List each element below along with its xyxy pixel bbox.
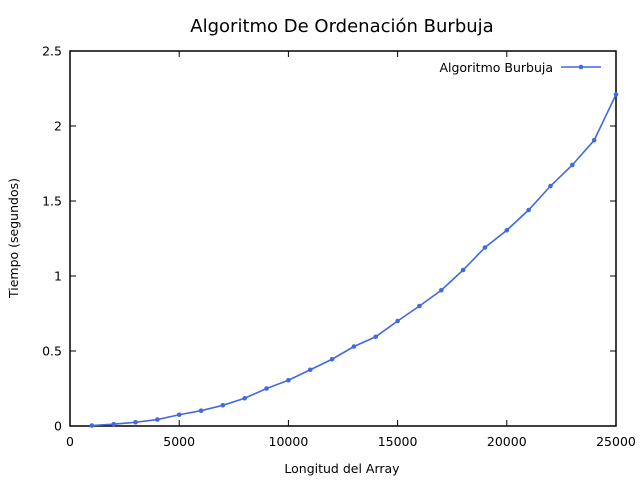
data-point [613,92,619,97]
x-axis-label: Longitud del Array [284,461,400,476]
y-tick-label: 2 [54,119,62,134]
x-tick-label: 10000 [269,434,309,449]
data-point [198,408,204,414]
data-point [591,137,597,143]
x-tick-label: 25000 [596,434,636,449]
legend-label: Algoritmo Burbuja [439,60,553,75]
data-point [264,386,269,391]
y-tick-label: 0 [54,419,62,434]
data-point [373,334,379,340]
chart-title: Algoritmo De Ordenación Burbuja [190,16,493,37]
x-tick-label: 5000 [163,434,195,449]
series-layer [89,92,619,428]
data-point [176,412,182,418]
y-tick-label: 1.5 [42,194,62,209]
x-tick-label: 15000 [378,434,418,449]
data-point [111,421,116,427]
data-point [242,395,248,401]
x-tick-label: 20000 [487,434,527,449]
plot-frame [69,50,617,427]
y-tick-label: 1 [54,269,62,284]
data-point [133,419,138,425]
data-point [351,344,357,349]
data-point [570,162,575,168]
data-point [286,377,291,383]
legend: Algoritmo Burbuja [439,60,601,75]
data-point [155,417,160,422]
data-point [307,367,313,373]
y-tick-label: 2.5 [42,44,62,59]
data-point [89,423,95,428]
y-axis-label: Tiempo (segundos) [6,178,21,299]
data-point [395,318,400,324]
x-axis: 0 5000 10000 15000 20000 25000 [66,51,636,449]
data-point [438,287,444,293]
data-point [417,303,422,309]
y-axis: 0 0.5 1 1.5 2 2.5 [42,44,616,434]
data-point [220,403,226,408]
y-tick-label: 0.5 [42,344,62,359]
series-line [91,94,617,427]
legend-marker [578,64,584,70]
data-point [482,245,488,250]
data-point [460,267,466,273]
x-tick-label: 0 [66,434,74,449]
data-point [548,183,553,189]
data-point [504,227,510,233]
data-point [526,207,531,213]
data-point [329,356,335,362]
